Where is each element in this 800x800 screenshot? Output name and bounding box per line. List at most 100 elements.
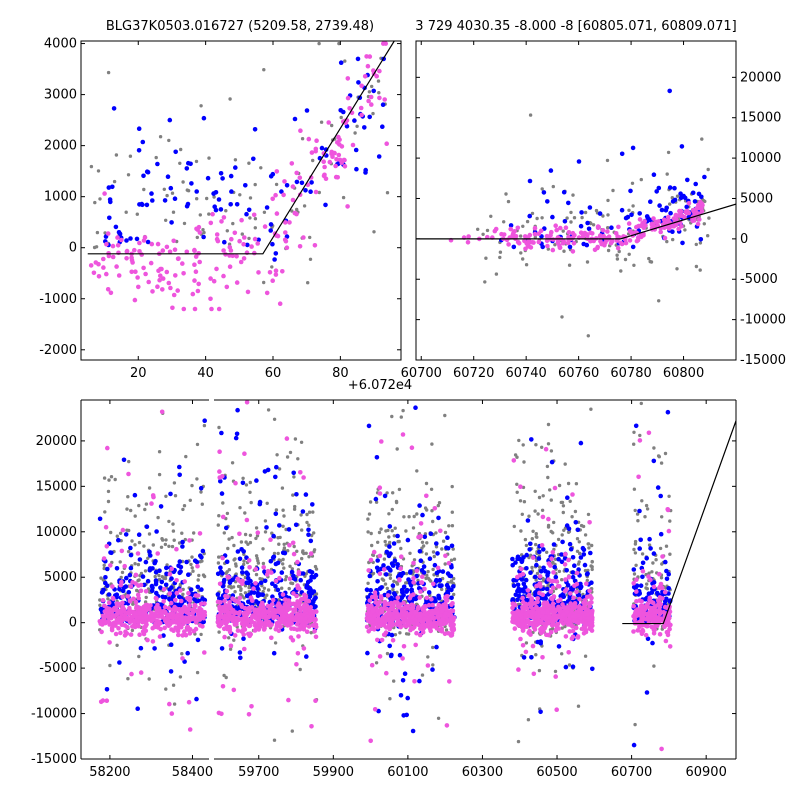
data-point-magenta xyxy=(428,621,433,626)
data-point-grey xyxy=(156,515,160,520)
data-point-magenta xyxy=(411,592,416,597)
data-point-grey xyxy=(196,578,200,582)
data-point-magenta xyxy=(233,480,238,486)
data-point-grey xyxy=(314,567,319,571)
data-point-magenta xyxy=(279,608,284,614)
data-point-grey xyxy=(549,498,553,502)
data-point-magenta xyxy=(175,256,181,262)
x-tick-label: 60800 xyxy=(663,366,704,381)
data-point-magenta xyxy=(430,608,435,614)
y-tick-label: -15000 xyxy=(740,353,786,368)
data-point-grey xyxy=(248,196,253,200)
data-point-blue xyxy=(702,174,707,180)
data-point-blue xyxy=(148,553,153,558)
data-point-blue xyxy=(584,572,590,577)
data-point-blue xyxy=(449,595,454,601)
data-point-grey xyxy=(274,182,279,187)
data-point-magenta xyxy=(166,606,172,611)
data-point-magenta xyxy=(291,591,296,596)
data-point-grey xyxy=(430,442,434,446)
data-point-blue xyxy=(515,582,521,588)
data-point-magenta xyxy=(334,157,339,162)
data-point-magenta xyxy=(103,620,108,626)
data-point-magenta xyxy=(362,74,368,79)
data-point-magenta xyxy=(342,164,348,169)
data-point-magenta xyxy=(241,616,246,621)
data-point-grey xyxy=(234,564,238,568)
data-point-magenta xyxy=(373,600,378,605)
data-point-magenta xyxy=(129,671,134,677)
data-point-magenta xyxy=(133,599,139,605)
data-point-grey xyxy=(573,509,578,514)
data-point-magenta xyxy=(258,624,263,629)
data-point-grey xyxy=(233,158,238,162)
data-point-magenta xyxy=(321,159,327,164)
data-point-magenta xyxy=(676,226,681,232)
data-point-blue xyxy=(434,541,439,546)
data-point-grey xyxy=(397,487,402,492)
data-point-blue xyxy=(353,147,359,153)
data-point-magenta xyxy=(287,621,293,627)
data-point-grey xyxy=(706,167,710,172)
data-point-magenta xyxy=(143,589,149,594)
data-point-blue xyxy=(254,478,259,483)
data-point-grey xyxy=(302,204,307,208)
data-point-magenta xyxy=(425,663,431,668)
data-point-grey xyxy=(307,510,312,514)
x-tick-label: 60720 xyxy=(453,366,494,381)
data-point-magenta xyxy=(345,95,351,101)
data-point-magenta xyxy=(119,618,125,623)
data-point-magenta xyxy=(269,602,275,607)
data-point-blue xyxy=(609,225,614,230)
data-point-magenta xyxy=(377,68,382,74)
data-point-magenta xyxy=(297,244,303,249)
data-point-blue xyxy=(136,148,142,153)
data-point-blue xyxy=(198,485,204,491)
data-point-blue xyxy=(180,544,185,549)
data-point-magenta xyxy=(377,571,383,577)
data-point-grey xyxy=(583,533,588,537)
data-point-grey xyxy=(170,544,175,549)
data-point-magenta xyxy=(186,611,192,617)
data-point-magenta xyxy=(383,630,389,635)
data-point-grey xyxy=(102,563,106,567)
data-point-grey xyxy=(228,97,232,101)
data-point-blue xyxy=(537,549,542,555)
data-point-magenta xyxy=(235,628,241,633)
data-point-magenta xyxy=(217,606,222,612)
data-point-magenta xyxy=(406,613,412,619)
data-point-grey xyxy=(586,512,591,517)
data-point-blue xyxy=(377,586,383,591)
data-point-blue xyxy=(177,472,182,478)
data-point-magenta xyxy=(387,626,393,632)
data-point-magenta xyxy=(107,640,112,645)
data-point-grey xyxy=(535,571,540,576)
data-point-blue xyxy=(104,687,110,692)
data-point-blue xyxy=(101,587,106,593)
data-point-grey xyxy=(170,191,175,195)
data-point-blue xyxy=(587,205,593,210)
data-point-magenta xyxy=(386,609,392,615)
data-point-grey xyxy=(227,568,231,572)
data-point-grey xyxy=(133,543,137,547)
data-point-magenta xyxy=(570,492,575,497)
data-point-grey xyxy=(188,498,192,502)
data-point-grey xyxy=(534,535,538,539)
data-point-magenta xyxy=(169,627,174,632)
data-point-grey xyxy=(157,573,161,578)
data-point-grey xyxy=(164,687,168,691)
data-point-blue xyxy=(306,527,311,533)
data-point-blue xyxy=(128,565,134,571)
data-point-magenta xyxy=(88,263,94,268)
data-point-blue xyxy=(222,239,227,245)
data-point-grey xyxy=(601,214,605,218)
data-point-magenta xyxy=(111,608,116,613)
data-point-grey xyxy=(367,512,372,516)
data-point-magenta xyxy=(141,631,147,637)
data-point-grey xyxy=(436,503,440,508)
data-point-grey xyxy=(254,526,259,530)
data-point-blue xyxy=(271,650,277,656)
data-point-magenta xyxy=(377,485,383,491)
data-point-magenta xyxy=(171,238,176,244)
data-point-grey xyxy=(524,641,529,645)
